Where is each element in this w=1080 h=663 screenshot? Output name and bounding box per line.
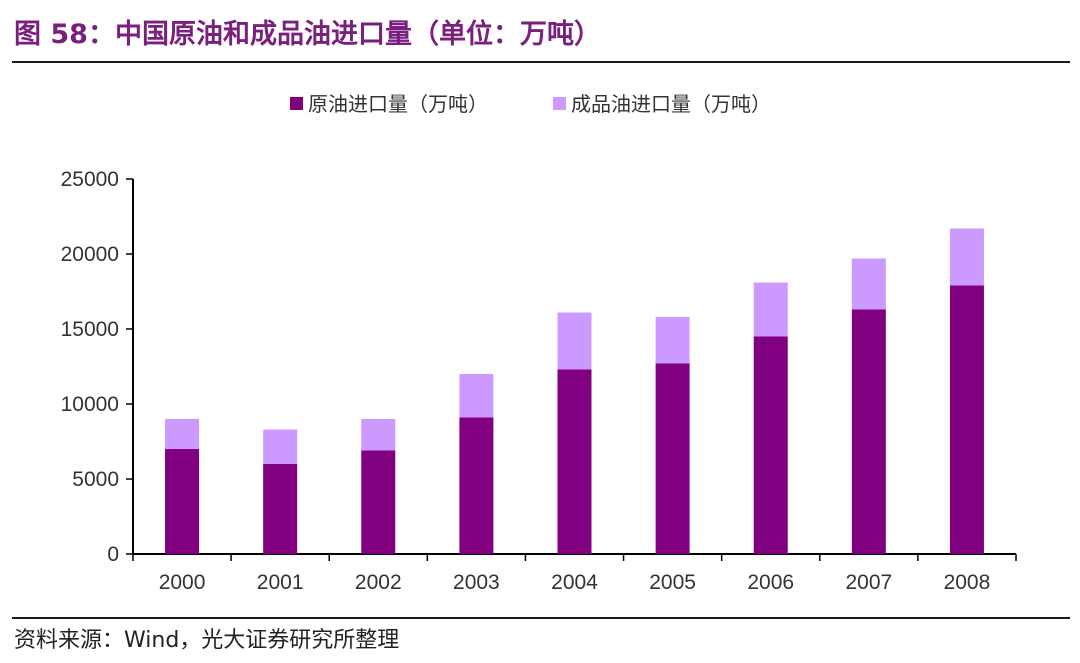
bar-crude-oil <box>459 417 494 554</box>
bar-refined-oil <box>459 374 494 418</box>
chart-area: 0 5000 10000 15000 20000 25000 2000 2001 2002 200… <box>0 64 1080 616</box>
x-tick-label: 2006 <box>747 571 794 594</box>
y-tick-label: 25000 <box>61 168 119 191</box>
x-tick-label: 2007 <box>845 571 892 594</box>
x-tick-label: 2004 <box>551 571 598 594</box>
bar-crude-oil <box>361 450 396 554</box>
legend-swatch <box>290 97 303 110</box>
bar-crude-oil <box>949 285 984 554</box>
legend-label: 成品油进口量（万吨） <box>571 92 771 116</box>
legend-label: 原油进口量（万吨） <box>308 92 488 116</box>
x-tick-label: 2002 <box>355 571 402 594</box>
title-divider <box>12 61 1070 63</box>
x-tick-label: 2000 <box>159 571 206 594</box>
bar-crude-oil <box>753 336 788 554</box>
footer-divider <box>12 617 1070 619</box>
y-tick-label: 10000 <box>61 393 119 416</box>
figure-title: 图 58：中国原油和成品油进口量（单位：万吨） <box>14 19 601 50</box>
bar-refined-oil <box>557 312 592 370</box>
x-tick-label: 2003 <box>453 571 500 594</box>
y-tick-label: 15000 <box>61 318 119 341</box>
y-tick-label: 0 <box>107 543 119 566</box>
stacked-bar-chart: 0 5000 10000 15000 20000 25000 2000 2001 2002 200… <box>61 92 1017 594</box>
bar-crude-oil <box>851 309 886 554</box>
y-tick-label: 5000 <box>72 468 119 491</box>
x-tick-label: 2005 <box>649 571 696 594</box>
bar-crude-oil <box>655 363 690 554</box>
legend-swatch <box>553 97 566 110</box>
bar-refined-oil <box>361 419 396 451</box>
bar-crude-oil <box>165 449 200 554</box>
x-tick-label: 2001 <box>257 571 304 594</box>
bar-crude-oil <box>557 369 592 554</box>
bar-refined-oil <box>655 317 690 364</box>
x-tick-label: 2008 <box>944 571 991 594</box>
bar-refined-oil <box>949 228 984 286</box>
bar-refined-oil <box>165 419 200 449</box>
source-note: 资料来源：Wind，光大证券研究所整理 <box>14 628 400 653</box>
bar-refined-oil <box>851 258 886 310</box>
bar-refined-oil <box>263 429 298 464</box>
y-tick-label: 20000 <box>61 243 119 266</box>
bar-crude-oil <box>263 464 298 554</box>
bar-refined-oil <box>753 282 788 337</box>
